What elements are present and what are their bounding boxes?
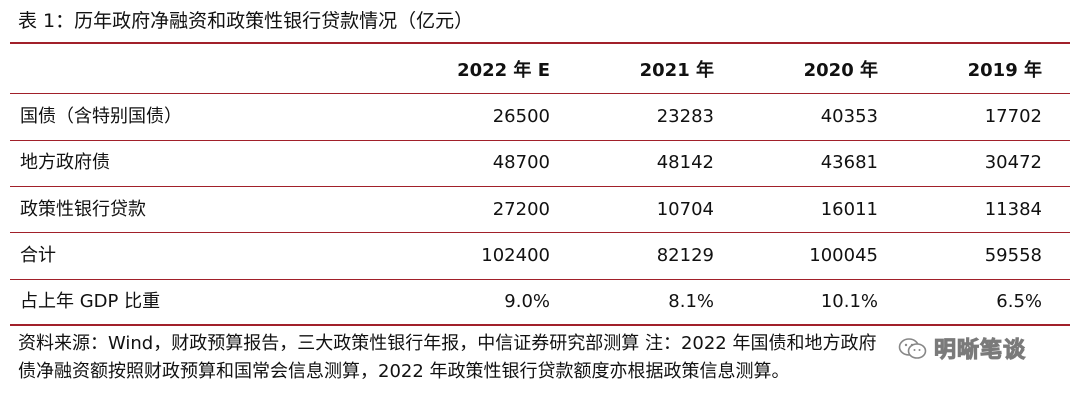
cell-value: 30472 <box>984 152 1042 173</box>
source-note: 资料来源：Wind，财政预算报告，三大政策性银行年报，中信证券研究部测算 注：2… <box>18 330 1058 386</box>
row-label-policy-bank-loans: 政策性银行贷款 <box>20 199 146 220</box>
cell-value: 48142 <box>656 152 714 173</box>
cell-value: 16011 <box>820 199 878 220</box>
cell-value: 11384 <box>984 199 1042 220</box>
cell-value: 9.0% <box>504 291 550 312</box>
source-line-2: 债净融资额按照财政预算和国常会信息测算，2022 年政策性银行贷款额度亦根据政策… <box>18 361 790 382</box>
cell-value: 10.1% <box>820 291 878 312</box>
header-2021: 2021 年 <box>639 60 714 81</box>
watermark-text: 明晰笔谈 <box>933 338 1027 364</box>
row-divider <box>10 186 1070 187</box>
cell-value: 17702 <box>984 106 1042 127</box>
cell-value: 27200 <box>492 199 550 220</box>
header-2020: 2020 年 <box>803 60 878 81</box>
cell-value: 40353 <box>820 106 878 127</box>
row-divider <box>10 279 1070 280</box>
row-divider <box>10 140 1070 141</box>
cell-value: 102400 <box>481 245 550 266</box>
cell-value: 26500 <box>492 106 550 127</box>
header-divider <box>10 93 1070 94</box>
cell-value: 43681 <box>820 152 878 173</box>
watermark: 明晰笔谈 <box>898 336 1026 366</box>
row-label-gdp-ratio: 占上年 GDP 比重 <box>20 291 161 312</box>
header-2022e: 2022 年 E <box>457 60 550 81</box>
header-2019: 2019 年 <box>967 60 1042 81</box>
row-label-local-gov-bonds: 地方政府债 <box>20 152 110 173</box>
cell-value: 10704 <box>656 199 714 220</box>
cell-value: 48700 <box>492 152 550 173</box>
row-label-treasury: 国债（含特别国债） <box>20 106 182 127</box>
cell-value: 100045 <box>809 245 878 266</box>
row-divider <box>10 232 1070 233</box>
top-rule <box>10 42 1070 44</box>
wechat-icon <box>898 336 928 366</box>
cell-value: 6.5% <box>996 291 1042 312</box>
cell-value: 59558 <box>984 245 1042 266</box>
source-line-1: 资料来源：Wind，财政预算报告，三大政策性银行年报，中信证券研究部测算 注：2… <box>18 333 877 354</box>
bottom-rule <box>10 324 1070 326</box>
table-title: 表 1：历年政府净融资和政策性银行贷款情况（亿元） <box>18 10 474 32</box>
row-label-total: 合计 <box>20 245 56 266</box>
cell-value: 82129 <box>656 245 714 266</box>
cell-value: 23283 <box>656 106 714 127</box>
cell-value: 8.1% <box>668 291 714 312</box>
